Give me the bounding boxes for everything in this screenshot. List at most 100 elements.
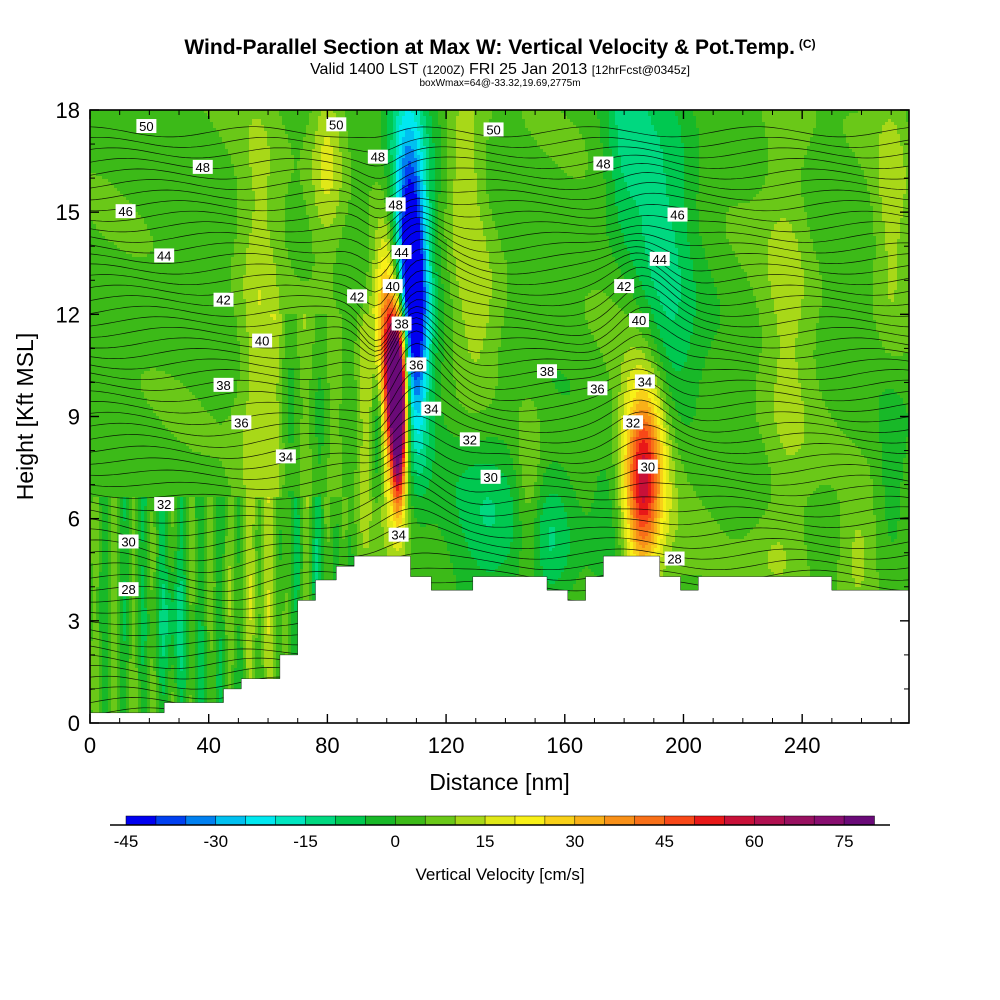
w-cell [420, 200, 424, 204]
w-cell [303, 416, 310, 420]
w-cell [429, 113, 439, 117]
w-cell [429, 434, 436, 438]
w-cell [804, 161, 859, 165]
w-cell [243, 431, 280, 435]
w-cell [387, 218, 391, 222]
w-cell [90, 188, 118, 192]
w-cell [231, 272, 247, 276]
w-cell [414, 389, 421, 393]
w-cell [402, 161, 409, 165]
w-cell [555, 383, 571, 387]
w-cell [699, 143, 769, 147]
w-cell [426, 221, 430, 225]
w-cell [489, 260, 508, 264]
w-cell [654, 386, 661, 390]
w-cell [384, 386, 388, 390]
w-cell [636, 272, 652, 276]
w-cell [417, 158, 421, 162]
w-cell [267, 134, 289, 138]
w-cell [396, 275, 400, 279]
w-cell [639, 212, 670, 216]
w-cell [216, 128, 250, 132]
w-cell [438, 116, 448, 120]
w-cell [426, 326, 430, 330]
w-cell [690, 245, 703, 249]
w-cell [618, 143, 661, 147]
w-cell [519, 407, 538, 411]
w-cell [183, 383, 238, 387]
w-cell [351, 194, 370, 198]
w-cell [387, 371, 391, 375]
w-cell [792, 224, 808, 228]
w-cell [327, 353, 343, 357]
w-cell [423, 212, 427, 216]
w-cell [657, 131, 682, 135]
w-cell [381, 407, 385, 411]
w-cell [246, 413, 280, 417]
w-cell [450, 296, 460, 300]
w-cell [381, 314, 385, 318]
w-cell [633, 263, 649, 267]
w-cell [849, 143, 880, 147]
w-cell [684, 218, 700, 222]
w-cell [423, 224, 427, 228]
w-cell [552, 380, 571, 384]
w-cell [186, 386, 238, 390]
w-cell [414, 398, 424, 402]
w-cell [495, 395, 613, 399]
w-cell [312, 350, 328, 354]
w-cell [315, 434, 325, 438]
w-cell [648, 359, 655, 363]
w-cell [498, 374, 553, 378]
w-cell [267, 224, 286, 228]
w-cell [309, 440, 319, 444]
w-cell [423, 419, 427, 423]
w-cell [282, 365, 301, 369]
w-cell [597, 116, 610, 120]
w-cell [258, 296, 262, 300]
w-cell [381, 293, 385, 297]
w-cell [759, 314, 778, 318]
w-cell [420, 428, 427, 432]
w-cell [522, 404, 535, 408]
w-cell [645, 389, 652, 393]
w-cell [768, 140, 811, 144]
w-cell [375, 293, 379, 297]
w-cell [300, 362, 313, 366]
w-cell [420, 173, 424, 177]
w-cell [441, 182, 448, 186]
w-cell [795, 236, 811, 240]
w-cell [456, 383, 499, 387]
w-cell [432, 227, 436, 231]
w-cell [654, 395, 658, 399]
w-cell [408, 347, 412, 351]
w-cell [429, 347, 433, 351]
w-cell [333, 278, 367, 282]
w-cell [699, 389, 757, 393]
w-cell [300, 182, 313, 186]
w-cell [780, 335, 799, 339]
w-cell [402, 302, 406, 306]
w-cell [405, 341, 409, 345]
w-cell [438, 284, 445, 288]
w-cell [414, 422, 424, 426]
w-cell [396, 215, 400, 219]
w-cell [681, 290, 697, 294]
w-cell [393, 266, 397, 270]
w-cell [672, 224, 688, 228]
w-cell [798, 326, 817, 330]
w-cell [405, 200, 418, 204]
w-cell [393, 437, 403, 441]
w-cell [486, 191, 607, 195]
w-cell [429, 134, 433, 138]
w-cell [411, 344, 421, 348]
w-cell [717, 296, 757, 300]
w-cell [426, 131, 433, 135]
w-cell [492, 272, 508, 276]
w-cell [417, 200, 421, 204]
w-cell [423, 137, 430, 141]
w-cell [285, 356, 301, 360]
w-cell [90, 425, 166, 429]
w-cell [321, 170, 334, 174]
w-cell [327, 359, 343, 363]
